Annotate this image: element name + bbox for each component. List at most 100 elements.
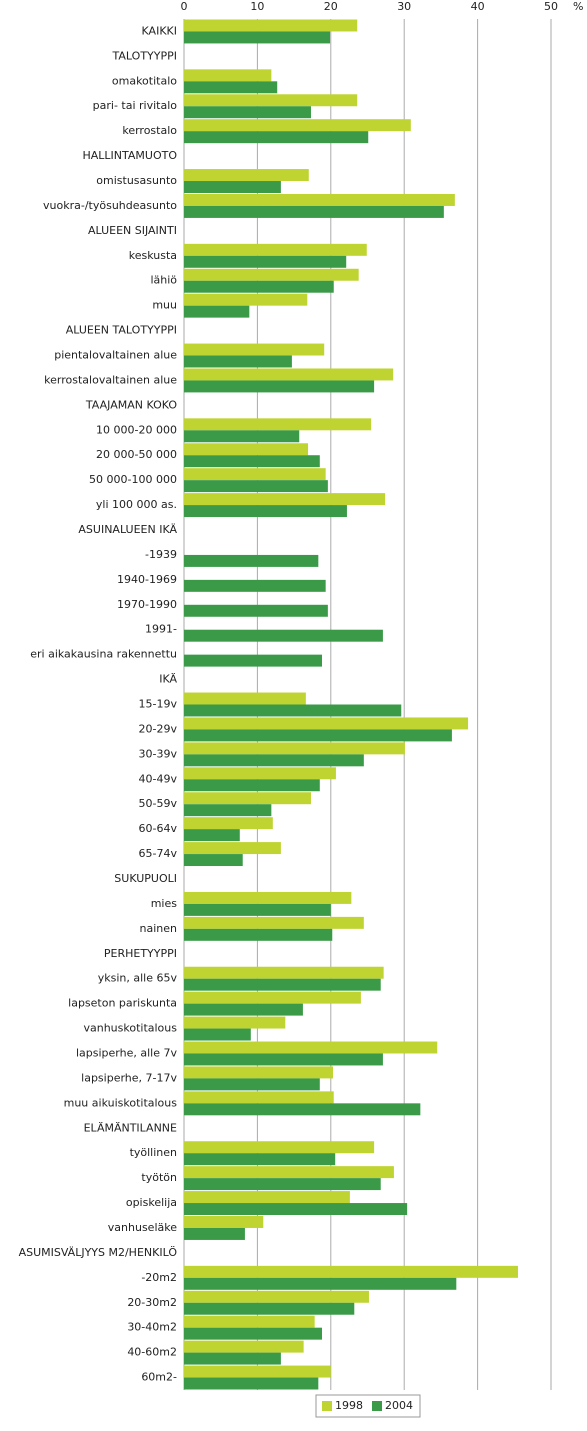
legend-label: 1998 xyxy=(335,1399,363,1412)
x-tick-label: 50 xyxy=(544,0,558,13)
y-tick-label: lapseton pariskunta xyxy=(68,997,177,1010)
bar xyxy=(184,804,272,817)
y-tick-label: työtön xyxy=(141,1171,177,1184)
bar xyxy=(184,554,319,567)
bar xyxy=(184,418,372,431)
bar xyxy=(184,1078,320,1091)
y-tick-label: muu aikuiskotitalous xyxy=(64,1096,178,1109)
y-tick-label: KAIKKI xyxy=(142,24,177,37)
y-tick-label: 1940-1969 xyxy=(117,573,177,586)
bar xyxy=(184,978,381,991)
y-tick-label: työllinen xyxy=(130,1146,177,1159)
bar xyxy=(184,916,364,929)
bar xyxy=(184,193,455,206)
bar xyxy=(184,767,336,780)
bar xyxy=(184,717,469,730)
bar xyxy=(184,243,367,256)
bar xyxy=(184,729,452,742)
bar xyxy=(184,742,405,755)
y-tick-label: SUKUPUOLI xyxy=(114,872,177,885)
y-tick-label: 20 000-50 000 xyxy=(96,448,177,461)
y-tick-label: -1939 xyxy=(145,548,177,561)
bar xyxy=(184,1053,383,1066)
bar xyxy=(184,1315,315,1328)
bar xyxy=(184,380,375,393)
y-tick-label: 50 000-100 000 xyxy=(89,473,177,486)
y-tick-label: eri aikakausina rakennettu xyxy=(30,648,177,661)
bar xyxy=(184,505,347,518)
bar xyxy=(184,604,328,617)
y-tick-label: 20-30m2 xyxy=(127,1296,177,1309)
bar xyxy=(184,854,243,867)
bar xyxy=(184,991,361,1004)
y-tick-label: 65-74v xyxy=(139,847,178,860)
legend-swatch xyxy=(322,1401,332,1411)
bar xyxy=(184,1277,457,1290)
x-tick-label: 10 xyxy=(250,0,264,13)
bar xyxy=(184,81,278,94)
bar xyxy=(184,1377,319,1390)
x-tick-label: 0 xyxy=(181,0,188,13)
bar xyxy=(184,305,250,318)
bar xyxy=(184,94,358,107)
bar xyxy=(184,704,402,717)
y-tick-label: vuokra-/työsuhdeasunto xyxy=(43,199,177,212)
bar xyxy=(184,1340,304,1353)
y-tick-label: 40-60m2 xyxy=(127,1346,177,1359)
bar xyxy=(184,255,347,268)
bar xyxy=(184,19,358,32)
bar xyxy=(184,455,320,468)
bar xyxy=(184,1191,350,1204)
bar xyxy=(184,1302,355,1315)
y-tick-label: 15-19v xyxy=(139,698,178,711)
bar xyxy=(184,69,272,82)
y-tick-label: 20-29v xyxy=(139,722,178,735)
y-tick-label: yli 100 000 as. xyxy=(96,498,177,511)
bar xyxy=(184,1216,264,1228)
bar xyxy=(184,280,334,293)
bar xyxy=(184,131,369,144)
y-tick-label: nainen xyxy=(140,922,178,935)
y-tick-label: 30-40m2 xyxy=(127,1321,177,1334)
bar xyxy=(184,629,383,642)
bar xyxy=(184,343,325,356)
y-tick-label: vanhuskotitalous xyxy=(83,1022,177,1035)
bar xyxy=(184,779,320,792)
y-tick-label: pientalovaltainen alue xyxy=(54,349,177,362)
bar xyxy=(184,928,333,941)
y-tick-label: 10 000-20 000 xyxy=(96,423,177,436)
bar xyxy=(184,1066,334,1079)
y-tick-label: 40-49v xyxy=(139,772,178,785)
y-tick-label: ELÄMÄNTILANNE xyxy=(84,1121,177,1134)
y-tick-label: omakotitalo xyxy=(112,74,177,87)
legend-label: 2004 xyxy=(385,1399,413,1412)
bar xyxy=(184,181,281,193)
y-tick-label: HALLINTAMUOTO xyxy=(83,149,178,162)
bar xyxy=(184,493,386,506)
y-tick-label: 30-39v xyxy=(139,747,178,760)
x-tick-label: 30 xyxy=(397,0,411,13)
bar xyxy=(184,966,384,979)
y-tick-label: TAAJAMAN KOKO xyxy=(85,398,177,411)
bar xyxy=(184,903,331,916)
bar xyxy=(184,1091,334,1104)
bar xyxy=(184,842,281,855)
bar xyxy=(184,891,352,904)
bar xyxy=(184,169,309,182)
y-tick-label: kerrostalo xyxy=(122,124,177,137)
bar xyxy=(184,1153,336,1166)
y-tick-label: 60m2- xyxy=(141,1371,177,1384)
x-tick-label: 40 xyxy=(471,0,485,13)
bar xyxy=(184,480,328,493)
bar xyxy=(184,1203,408,1216)
bar xyxy=(184,1016,286,1029)
bar xyxy=(184,1166,394,1179)
bar xyxy=(184,654,322,667)
y-tick-label: 60-64v xyxy=(139,822,178,835)
bar xyxy=(184,1265,518,1278)
bar xyxy=(184,1327,322,1340)
bar xyxy=(184,1290,369,1303)
y-tick-label: ASUINALUEEN IKÄ xyxy=(78,523,177,536)
bar xyxy=(184,792,311,805)
